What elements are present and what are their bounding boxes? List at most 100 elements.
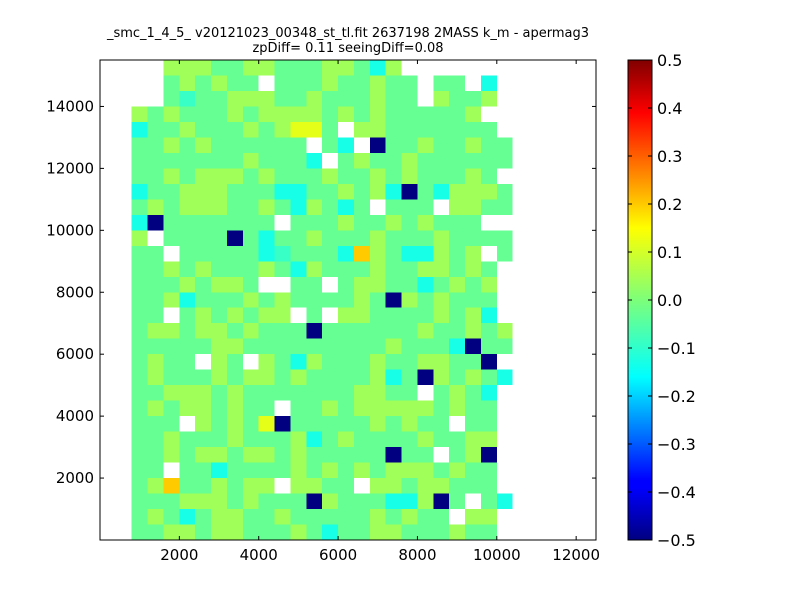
heatmap-cell — [179, 214, 196, 231]
heatmap-cell — [480, 478, 497, 494]
heatmap-cell — [465, 354, 481, 370]
heatmap-cell — [449, 276, 466, 293]
heatmap-cell — [195, 478, 212, 494]
heatmap-cell — [449, 245, 466, 262]
heatmap-cell — [274, 137, 291, 153]
y-axis: 2000 4000 6000 8000 10000 12000 14000 — [46, 97, 596, 487]
heatmap-cell — [211, 493, 227, 510]
heatmap-cell — [179, 369, 196, 386]
heatmap-cell — [306, 90, 323, 107]
heatmap-cell — [290, 168, 307, 184]
heatmap-cell — [369, 307, 386, 324]
heatmap-cell — [163, 493, 180, 510]
heatmap-cell — [353, 214, 370, 231]
heatmap-cell — [179, 400, 196, 417]
heatmap-cell — [322, 292, 339, 308]
heatmap-cell — [274, 307, 291, 324]
x-axis: 2000 4000 6000 8000 10000 12000 — [160, 60, 600, 564]
heatmap-cell — [226, 214, 243, 231]
heatmap-cell — [480, 323, 497, 339]
heatmap-cell — [465, 369, 481, 386]
heatmap-cell — [179, 323, 196, 339]
heatmap-cell — [147, 292, 164, 308]
heatmap-cell — [496, 183, 513, 200]
heatmap-cell — [369, 168, 386, 184]
colorbar-tick-label: −0.5 — [657, 531, 696, 550]
heatmap-cell — [480, 400, 497, 417]
heatmap-cell — [353, 400, 370, 417]
heatmap-cell — [369, 323, 386, 339]
heatmap-cell — [338, 323, 354, 339]
heatmap-cell — [242, 183, 259, 200]
heatmap-cell — [401, 323, 418, 339]
heatmap-cell — [306, 152, 323, 169]
heatmap-cell — [338, 276, 354, 293]
heatmap-cell — [147, 307, 164, 324]
heatmap-cell — [401, 90, 418, 107]
heatmap-cell — [338, 292, 354, 308]
heatmap-cell — [480, 292, 497, 308]
heatmap-cell — [147, 137, 164, 153]
heatmap-cell — [465, 307, 481, 324]
heatmap-cell — [322, 478, 339, 494]
heatmap-cell — [242, 245, 259, 262]
heatmap-cell — [195, 261, 212, 277]
heatmap-cell — [353, 354, 370, 370]
heatmap-cell — [306, 276, 323, 293]
heatmap-cell — [369, 462, 386, 479]
x-tick-label: 8000 — [398, 546, 436, 564]
heatmap-cell — [226, 121, 243, 138]
heatmap-cell — [338, 416, 354, 432]
heatmap-cell — [306, 447, 323, 463]
heatmap-cell — [147, 121, 164, 138]
heatmap-cell — [242, 60, 259, 76]
heatmap-cell — [369, 60, 386, 76]
heatmap-cell — [369, 493, 386, 510]
heatmap-cell — [211, 230, 227, 246]
heatmap-cell — [211, 307, 227, 324]
heatmap-cell — [226, 152, 243, 169]
heatmap-cell — [131, 338, 148, 355]
heatmap-cell — [274, 416, 291, 432]
y-tick-label: 12000 — [46, 159, 94, 177]
heatmap-cell — [290, 183, 307, 200]
heatmap-cell — [496, 338, 513, 355]
heatmap-cell — [226, 462, 243, 479]
heatmap-cell — [385, 385, 402, 401]
heatmap-cell — [465, 261, 481, 277]
heatmap-cell — [338, 90, 354, 107]
heatmap-cell — [290, 385, 307, 401]
heatmap-cell — [306, 416, 323, 432]
heatmap-cell — [449, 137, 466, 153]
heatmap-cell — [226, 75, 243, 91]
heatmap-cell — [258, 478, 275, 494]
heatmap-cell — [195, 385, 212, 401]
heatmap-cell — [401, 137, 418, 153]
heatmap-cell — [338, 199, 354, 215]
heatmap-cell — [433, 385, 450, 401]
heatmap-cell — [131, 354, 148, 370]
heatmap-cell — [306, 493, 323, 510]
heatmap-cell — [480, 509, 497, 525]
heatmap-cell — [226, 245, 243, 262]
heatmap-cell — [195, 509, 212, 525]
heatmap-cell — [147, 509, 164, 525]
heatmap-cell — [147, 168, 164, 184]
heatmap-cell — [242, 493, 259, 510]
heatmap-cell — [242, 75, 259, 91]
heatmap-cell — [322, 493, 339, 510]
heatmap-cell — [258, 137, 275, 153]
heatmap-cell — [258, 199, 275, 215]
heatmap-cell — [417, 261, 434, 277]
heatmap-cell — [242, 416, 259, 432]
heatmap-cell — [480, 90, 497, 107]
heatmap-cell — [385, 75, 402, 91]
heatmap-cell — [211, 400, 227, 417]
heatmap-cell — [211, 385, 227, 401]
heatmap-cell — [353, 168, 370, 184]
heatmap-cell — [195, 168, 212, 184]
colorbar-tick-label: 0.2 — [657, 195, 682, 214]
heatmap-cell — [369, 121, 386, 138]
heatmap-cell — [226, 276, 243, 293]
heatmap-cell — [385, 509, 402, 525]
